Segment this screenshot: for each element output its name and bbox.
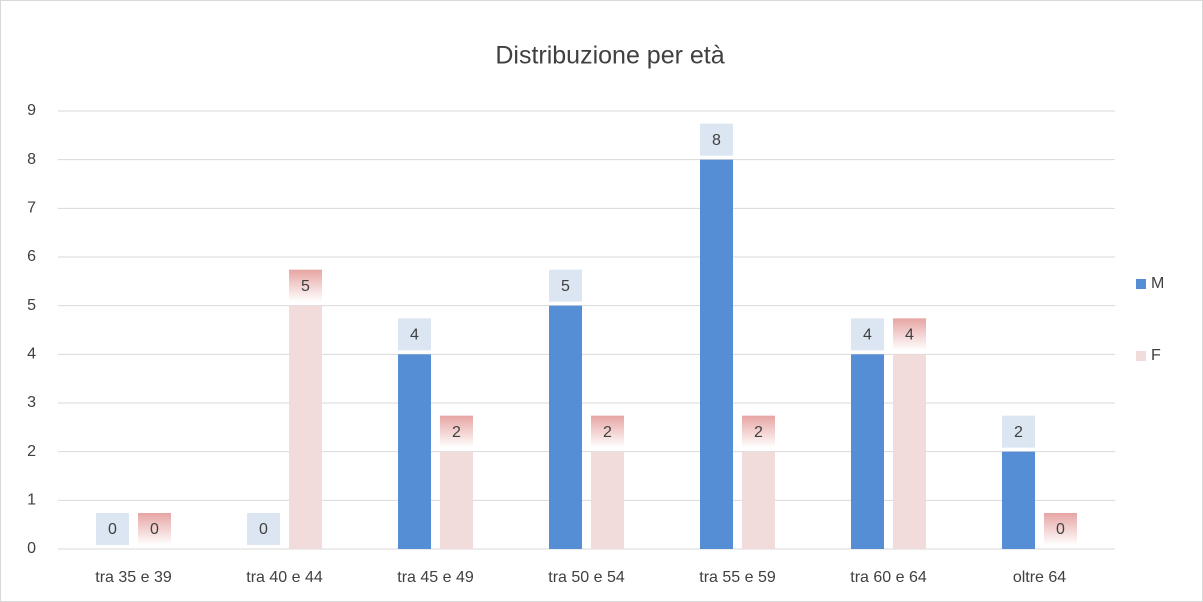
legend-label: M	[1151, 275, 1164, 292]
data-label: 2	[754, 424, 763, 441]
y-tick-label: 3	[27, 394, 36, 411]
data-label-box	[591, 415, 624, 448]
data-label-box	[851, 318, 884, 351]
x-tick-label: tra 35 e 39	[95, 569, 172, 586]
data-label-box	[1002, 415, 1035, 448]
x-tick-label: tra 60 e 64	[850, 569, 927, 586]
bar	[851, 354, 884, 549]
bar	[591, 451, 624, 549]
data-label-box	[398, 318, 431, 351]
data-label-box	[549, 269, 582, 302]
data-label: 2	[603, 424, 612, 441]
legend-swatch	[1136, 279, 1146, 289]
y-tick-label: 1	[27, 492, 36, 509]
x-tick-label: tra 50 e 54	[548, 569, 625, 586]
x-tick-label: tra 40 e 44	[246, 569, 323, 586]
data-label: 0	[1056, 521, 1065, 538]
data-label-box	[138, 513, 171, 545]
y-tick-label: 4	[27, 346, 36, 363]
y-tick-label: 9	[27, 102, 36, 119]
x-tick-label: oltre 64	[1013, 569, 1066, 586]
data-label: 8	[712, 132, 721, 149]
bar	[700, 159, 733, 549]
data-label: 0	[108, 521, 117, 538]
data-label-box	[893, 318, 926, 351]
bar	[440, 451, 473, 549]
y-tick-label: 7	[27, 200, 36, 217]
bar	[742, 451, 775, 549]
data-label-box	[1044, 513, 1077, 545]
data-label: 4	[905, 327, 914, 344]
bar	[289, 305, 322, 549]
y-tick-label: 5	[27, 297, 36, 314]
data-label: 4	[410, 327, 419, 344]
x-tick-label: tra 55 e 59	[699, 569, 776, 586]
data-label: 2	[1014, 424, 1023, 441]
y-tick-label: 8	[27, 151, 36, 168]
data-label: 5	[301, 278, 310, 295]
bar	[893, 354, 926, 549]
data-label: 4	[863, 327, 872, 344]
y-tick-label: 2	[27, 443, 36, 460]
y-tick-label: 6	[27, 248, 36, 265]
data-label-box	[289, 269, 322, 302]
bar	[398, 354, 431, 549]
data-label-box	[742, 415, 775, 448]
data-label: 0	[259, 521, 268, 538]
data-label-box	[96, 513, 129, 545]
legend-swatch	[1136, 351, 1146, 361]
legend-label: F	[1151, 347, 1161, 364]
bar	[549, 305, 582, 549]
data-label: 0	[150, 521, 159, 538]
y-tick-label: 0	[27, 540, 36, 557]
bar	[1002, 451, 1035, 549]
data-label-box	[247, 513, 280, 545]
data-label-box	[700, 123, 733, 156]
chart-title: Distribuzione per età	[495, 42, 724, 70]
data-label: 5	[561, 278, 570, 295]
data-label-box	[440, 415, 473, 448]
data-label: 2	[452, 424, 461, 441]
x-tick-label: tra 45 e 49	[397, 569, 474, 586]
